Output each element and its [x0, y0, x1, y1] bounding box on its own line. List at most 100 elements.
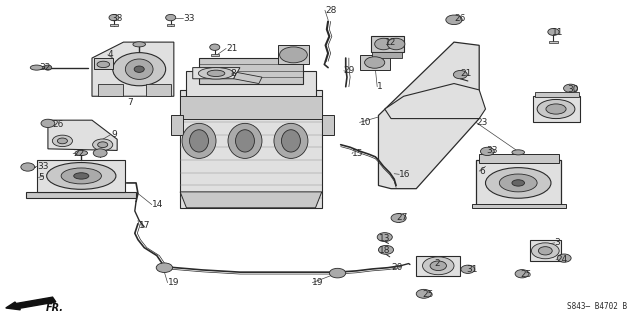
Ellipse shape: [61, 168, 102, 184]
Polygon shape: [98, 84, 124, 96]
Polygon shape: [372, 52, 403, 58]
Ellipse shape: [274, 123, 308, 158]
Polygon shape: [180, 192, 322, 208]
Ellipse shape: [134, 66, 144, 72]
Ellipse shape: [30, 65, 43, 70]
Ellipse shape: [537, 100, 575, 119]
Text: 18: 18: [379, 246, 390, 255]
Text: 26: 26: [454, 14, 466, 23]
Polygon shape: [360, 55, 390, 70]
Ellipse shape: [98, 142, 108, 148]
Ellipse shape: [75, 150, 88, 156]
Text: 26: 26: [52, 120, 64, 130]
Ellipse shape: [113, 52, 166, 86]
Ellipse shape: [512, 180, 524, 186]
Ellipse shape: [74, 173, 89, 179]
Ellipse shape: [446, 15, 462, 25]
FancyArrow shape: [6, 297, 56, 310]
Polygon shape: [48, 120, 117, 150]
Ellipse shape: [182, 123, 216, 158]
Text: 6: 6: [479, 167, 485, 176]
Text: 19: 19: [312, 278, 324, 287]
Text: 22: 22: [73, 149, 85, 158]
Text: 10: 10: [360, 118, 371, 127]
Ellipse shape: [198, 68, 233, 79]
Polygon shape: [233, 72, 262, 84]
Text: 20: 20: [391, 263, 403, 272]
Ellipse shape: [480, 147, 494, 156]
Text: 3: 3: [555, 238, 560, 247]
Ellipse shape: [375, 38, 392, 50]
Ellipse shape: [93, 149, 107, 157]
Ellipse shape: [235, 130, 254, 152]
Text: FR.: FR.: [46, 303, 64, 313]
Bar: [549, 41, 558, 43]
Ellipse shape: [97, 61, 110, 68]
Polygon shape: [171, 116, 183, 134]
Text: 14: 14: [152, 200, 163, 209]
Ellipse shape: [515, 270, 529, 278]
Ellipse shape: [209, 44, 220, 50]
Text: 11: 11: [551, 28, 563, 37]
Ellipse shape: [563, 84, 577, 92]
Text: 19: 19: [168, 278, 179, 287]
Ellipse shape: [365, 57, 385, 68]
Polygon shape: [479, 154, 558, 163]
Text: 31: 31: [466, 265, 478, 275]
Ellipse shape: [531, 243, 559, 259]
Text: 33: 33: [183, 14, 195, 23]
Text: 32: 32: [40, 63, 51, 72]
Text: 29: 29: [344, 66, 355, 75]
Polygon shape: [146, 84, 171, 96]
Text: 12: 12: [385, 38, 396, 47]
Text: 7: 7: [127, 98, 133, 107]
Text: 23: 23: [476, 118, 487, 127]
Text: 2: 2: [434, 259, 440, 268]
Text: 24: 24: [556, 255, 567, 264]
Ellipse shape: [228, 123, 262, 158]
Ellipse shape: [499, 174, 537, 192]
Ellipse shape: [461, 265, 475, 273]
Ellipse shape: [109, 14, 119, 21]
Polygon shape: [379, 42, 479, 189]
Text: 33: 33: [37, 162, 49, 171]
Ellipse shape: [126, 59, 153, 79]
Bar: [167, 24, 174, 26]
Text: 25: 25: [520, 270, 531, 279]
Ellipse shape: [430, 261, 447, 270]
Ellipse shape: [166, 14, 175, 21]
Ellipse shape: [557, 254, 571, 262]
Polygon shape: [476, 160, 561, 206]
Text: 27: 27: [396, 213, 408, 222]
Ellipse shape: [21, 163, 35, 171]
Ellipse shape: [93, 139, 113, 150]
Text: 25: 25: [423, 290, 434, 299]
Polygon shape: [199, 58, 303, 84]
Ellipse shape: [512, 150, 524, 155]
Ellipse shape: [538, 247, 552, 255]
Ellipse shape: [57, 138, 68, 144]
Polygon shape: [26, 192, 136, 198]
Text: 17: 17: [139, 221, 151, 230]
Polygon shape: [94, 58, 113, 69]
Text: 15: 15: [352, 149, 363, 158]
Text: 28: 28: [325, 6, 336, 15]
Ellipse shape: [133, 42, 146, 47]
Ellipse shape: [207, 70, 225, 76]
Ellipse shape: [387, 38, 405, 50]
Ellipse shape: [189, 130, 208, 152]
Polygon shape: [416, 256, 460, 276]
Polygon shape: [186, 71, 316, 103]
Polygon shape: [385, 84, 485, 119]
Ellipse shape: [156, 263, 172, 272]
Ellipse shape: [47, 163, 116, 189]
Ellipse shape: [281, 130, 300, 152]
Text: 13: 13: [379, 234, 390, 243]
Polygon shape: [371, 36, 404, 52]
Ellipse shape: [280, 47, 307, 63]
Ellipse shape: [548, 28, 559, 36]
Ellipse shape: [454, 70, 467, 79]
Ellipse shape: [379, 245, 394, 254]
Text: 8: 8: [230, 69, 236, 78]
Polygon shape: [180, 90, 322, 208]
